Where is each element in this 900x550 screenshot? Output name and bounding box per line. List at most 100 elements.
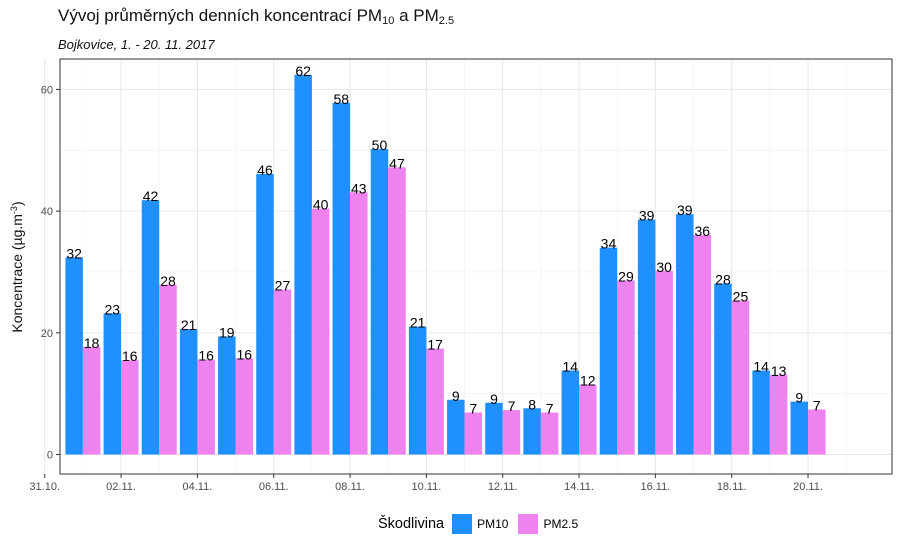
bar-pm10 [637,219,656,455]
bar-pm25 [808,409,826,455]
legend-label-pm25: PM2.5 [543,517,579,531]
data-label: 17 [427,337,443,353]
bar-pm25 [388,167,406,455]
bar-pm10 [752,370,770,455]
data-label: 34 [601,236,617,252]
data-label: 43 [351,180,367,196]
y-tick-label: 60 [41,84,53,96]
bar-pm10 [218,336,236,455]
bar-pm10 [256,174,274,455]
bar-pm25 [197,359,215,455]
bar-pm25 [121,360,139,455]
legend-item-pm25: PM2.5 [518,514,578,534]
bar-pm25 [769,374,788,455]
x-tick-label: 10.11. [411,481,441,493]
data-label: 16 [237,346,253,362]
bar-pm10 [714,283,732,455]
bar-pm10 [676,214,694,455]
data-label: 27 [275,278,291,294]
data-label: 32 [66,245,82,261]
y-tick-label: 20 [41,328,53,340]
bar-pm25 [540,412,559,455]
data-label: 7 [546,401,554,417]
bar-pm25 [350,192,368,455]
chart-subtitle: Bojkovice, 1. - 20. 11. 2017 [58,37,215,52]
data-label: 23 [105,301,121,317]
x-tick-label: 02.11. [106,481,136,493]
data-label: 21 [410,315,426,331]
data-label: 42 [143,188,159,204]
bar-pm10 [179,329,198,455]
legend-key-pm10 [452,514,473,534]
data-label: 13 [771,363,787,379]
y-axis-label: Koncentrace (µg.m-3) [9,201,25,332]
data-label: 16 [198,348,214,364]
y-tick-label: 0 [47,450,53,462]
data-label: 18 [84,335,100,351]
x-tick-label: 31.10. [29,481,60,493]
legend: Škodlivina PM10 PM2.5 [378,512,588,536]
data-label: 39 [677,202,693,218]
data-label: 19 [219,324,235,340]
data-label: 14 [563,359,579,375]
x-tick-label: 08.11. [335,481,365,493]
legend-title: Škodlivina [378,516,445,532]
legend-key-pm25 [518,514,539,534]
data-label: 14 [753,359,769,375]
bar-pm10 [599,247,618,455]
data-label: 36 [695,223,711,239]
data-label: 21 [181,317,197,333]
bar-pm25 [693,234,712,455]
x-tick-label: 20.11. [793,481,823,493]
data-label: 58 [334,91,350,107]
data-label: 28 [715,272,731,288]
data-label: 30 [656,259,672,275]
x-tick-label: 04.11. [183,481,213,493]
bar-pm25 [655,270,673,455]
data-label: 46 [257,162,273,178]
data-label: 7 [508,398,516,414]
legend-item-pm10: PM10 [452,514,508,534]
data-label: 50 [372,137,388,153]
bar-pm25 [579,384,597,455]
data-label: 40 [313,197,329,213]
data-label: 9 [490,391,498,407]
plot-panel: 3218231642282116191646276240584350472117… [29,58,893,493]
data-label: 9 [452,388,460,404]
bar-pm25 [273,289,292,455]
x-tick-label: 16.11. [640,481,670,493]
bar-pm10 [294,74,312,455]
x-tick-label: 14.11. [564,481,594,493]
bar-pm25 [235,358,254,455]
bar-pm25 [82,346,101,455]
bar-pm10 [523,408,541,455]
bar-pm25 [426,348,444,455]
bar-pm10 [485,402,503,455]
bar-pm25 [502,410,521,455]
data-label: 25 [733,289,749,305]
bar-pm10 [141,200,160,455]
x-tick-label: 12.11. [488,481,518,493]
bar-pm25 [464,412,483,455]
panel-border [59,58,893,475]
bar-pm10 [370,149,389,455]
data-label: 29 [618,268,634,284]
bar-pm25 [311,208,330,455]
bar-pm10 [65,257,83,455]
data-label: 28 [160,273,176,289]
bar-pm25 [617,280,635,455]
bar-pm10 [447,399,465,455]
bar-pm25 [731,300,750,455]
bar-pm10 [408,326,427,455]
data-label: 16 [122,348,138,364]
bar-pm10 [790,401,809,455]
y-tick-label: 40 [41,206,53,218]
data-label: 7 [813,397,821,413]
chart-title: Vývoj průměrných denních koncentrací PM1… [58,6,455,27]
bar-pm25 [159,284,177,455]
data-label: 8 [528,396,536,412]
data-label: 9 [795,390,803,406]
bar-pm10 [103,313,122,455]
bar-pm10 [561,370,580,455]
